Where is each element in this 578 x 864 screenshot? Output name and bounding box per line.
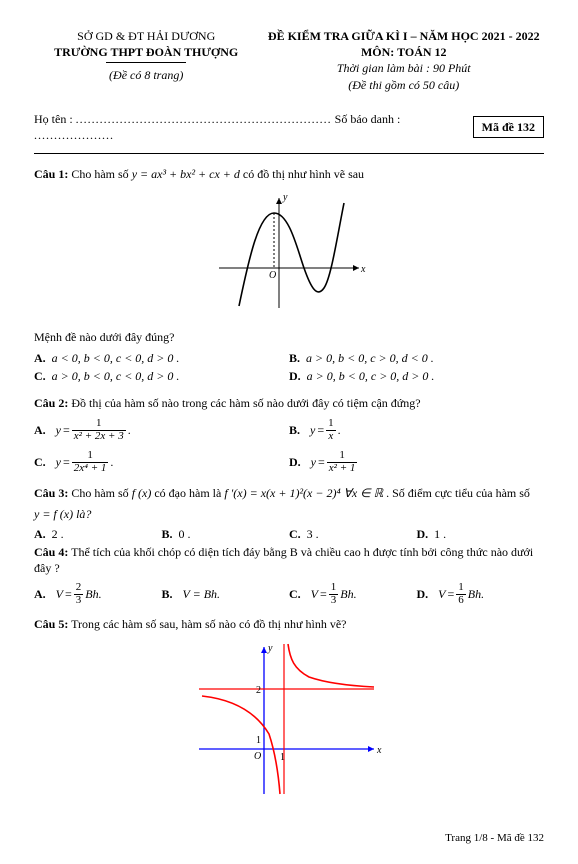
q3-line2: y = f (x) là? <box>34 506 544 522</box>
q5-text: Trong các hàm số sau, hàm số nào có đồ t… <box>71 617 346 631</box>
rational-graph-svg: x y O 1 1 2 <box>194 639 384 799</box>
q2-opt-c: C. y = 12x⁴ + 1 . <box>34 449 289 475</box>
question-4: Câu 4: Thể tích của khối chóp có diện tí… <box>34 544 544 606</box>
q2-text: Đồ thị của hàm số nào trong các hàm số n… <box>71 396 420 410</box>
q1-text-a: Cho hàm số <box>71 167 131 181</box>
header: SỞ GD & ĐT HẢI DƯƠNG TRƯỜNG THPT ĐOÀN TH… <box>34 28 544 93</box>
curve-left <box>202 696 280 794</box>
q3-deriv: f ′(x) = x(x + 1)²(x − 2)⁴ ∀x ∈ ℝ <box>224 486 383 500</box>
tick-1y: 1 <box>256 735 261 746</box>
q1-label: Câu 1: <box>34 167 68 181</box>
q5-label: Câu 5: <box>34 617 68 631</box>
cubic-graph-svg: x y O <box>209 188 369 318</box>
name-label: Họ tên : <box>34 112 73 126</box>
q4-text: Thể tích của khối chóp có diện tích đáy … <box>34 545 533 575</box>
q1-prompt: Mệnh đề nào dưới đây đúng? <box>34 329 544 345</box>
subject: MÔN: TOÁN 12 <box>264 44 545 60</box>
q1-opt-b: B. a > 0, b < 0, c > 0, d < 0 . <box>289 349 544 367</box>
q3-text-b: có đạo hàm là <box>154 486 224 500</box>
header-rule-left <box>106 62 186 63</box>
q3-label: Câu 3: <box>34 486 68 500</box>
header-right: ĐỀ KIỂM TRA GIỮA KÌ I – NĂM HỌC 2021 - 2… <box>264 28 545 93</box>
question-3: Câu 3: Cho hàm số f (x) có đạo hàm là f … <box>34 485 544 542</box>
curve-right <box>288 644 374 687</box>
cubic-curve <box>239 203 344 306</box>
tick-1x: 1 <box>280 752 285 763</box>
question-1: Câu 1: Cho hàm số y = ax³ + bx² + cx + d… <box>34 166 544 385</box>
q2-label: Câu 2: <box>34 396 68 410</box>
q1-opt-c: C. a > 0, b < 0, c < 0, d > 0 . <box>34 367 289 385</box>
q3-opt-b: B. 0 . <box>162 526 290 542</box>
q4-opt-d: D. V = 16 Bh. <box>417 582 545 606</box>
q1-text-b: có đồ thị như hình vẽ sau <box>243 167 364 181</box>
q3-text-c: . Số điểm cực tiểu của hàm số <box>386 486 530 500</box>
q3-opt-c: C. 3 . <box>289 526 417 542</box>
q1-eq: y = ax³ + bx² + cx + d <box>132 167 240 181</box>
q3-options: A. 2 . B. 0 . C. 3 . D. 1 . <box>34 526 544 542</box>
q2-opt-b: B. y = 1x . <box>289 417 544 443</box>
q4-opt-a: A. V = 23 Bh. <box>34 582 162 606</box>
name-row: Họ tên : ...............................… <box>34 111 544 143</box>
duration: Thời gian làm bài : 90 Phút <box>264 60 545 76</box>
sbd-label: Số báo danh : <box>335 112 401 126</box>
question-count: (Đề thi gồm có 50 câu) <box>264 77 545 93</box>
q1-opt-d: D. a > 0, b < 0, c > 0, d > 0 . <box>289 367 544 385</box>
y-axis-label: y <box>267 643 273 654</box>
exam-title: ĐỀ KIỂM TRA GIỮA KÌ I – NĂM HỌC 2021 - 2… <box>264 28 545 44</box>
page-count: (Đề có 8 trang) <box>34 67 258 83</box>
header-left: SỞ GD & ĐT HẢI DƯƠNG TRƯỜNG THPT ĐOÀN TH… <box>34 28 258 93</box>
q1-graph: x y O <box>34 188 544 322</box>
question-5: Câu 5: Trong các hàm số sau, hàm số nào … <box>34 616 544 802</box>
q3-fx: f (x) <box>132 486 152 500</box>
q4-opt-c: C. V = 13 Bh. <box>289 582 417 606</box>
tick-2y: 2 <box>256 685 261 696</box>
q3-opt-d: D. 1 . <box>417 526 545 542</box>
q2-opt-d: D. y = 1x² + 1 <box>289 449 544 475</box>
name-field: Họ tên : ...............................… <box>34 111 473 143</box>
page-footer: Trang 1/8 - Mã đề 132 <box>34 831 544 846</box>
q3-text-a: Cho hàm số <box>71 486 131 500</box>
q2-options: A. y = 1x² + 2x + 3 . B. y = 1x . C. y =… <box>34 417 544 475</box>
sbd-dots: .................... <box>34 128 114 142</box>
q4-options: A. V = 23 Bh. B. V = Bh. C. V = 13 Bh. D… <box>34 582 544 606</box>
q4-label: Câu 4: <box>34 545 68 559</box>
y-axis-label: y <box>282 192 288 203</box>
origin-label: O <box>254 751 261 762</box>
q2-opt-a: A. y = 1x² + 2x + 3 . <box>34 417 289 443</box>
origin-label: O <box>269 270 276 281</box>
x-axis-label: x <box>376 745 382 756</box>
name-dots: ........................................… <box>76 112 332 126</box>
q5-graph: x y O 1 1 2 <box>34 639 544 803</box>
exam-code-box: Mã đề 132 <box>473 116 544 138</box>
dept-line: SỞ GD & ĐT HẢI DƯƠNG <box>34 28 258 44</box>
q4-opt-b: B. V = Bh. <box>162 582 290 606</box>
q1-options: A. a < 0, b < 0, c < 0, d > 0 . B. a > 0… <box>34 349 544 385</box>
question-2: Câu 2: Đồ thị của hàm số nào trong các h… <box>34 395 544 475</box>
school-name: TRƯỜNG THPT ĐOÀN THƯỢNG <box>34 44 258 60</box>
q1-opt-a: A. a < 0, b < 0, c < 0, d > 0 . <box>34 349 289 367</box>
q3-opt-a: A. 2 . <box>34 526 162 542</box>
divider <box>34 153 544 154</box>
x-axis-label: x <box>360 264 366 275</box>
